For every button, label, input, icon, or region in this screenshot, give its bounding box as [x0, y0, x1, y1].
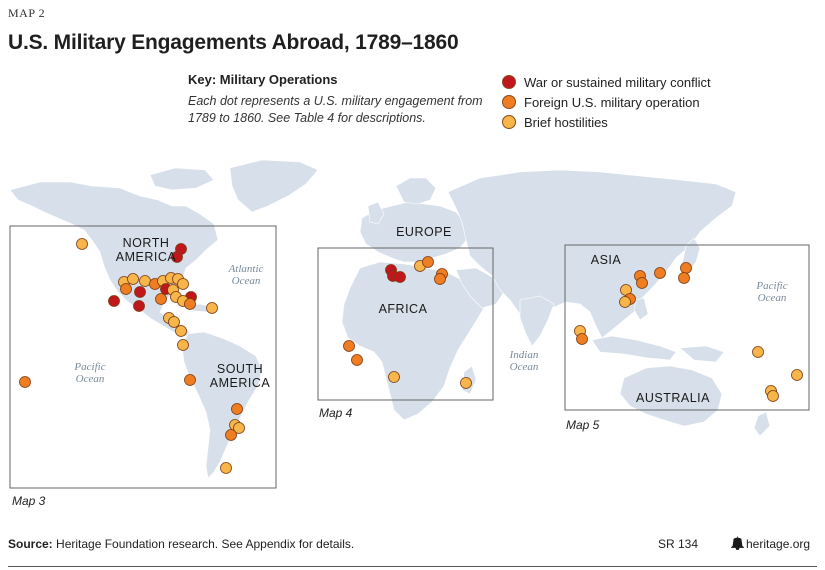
- engagement-dot: [233, 422, 245, 434]
- philippines: [633, 297, 649, 321]
- land-masses: [9, 159, 771, 479]
- engagement-dot: [220, 462, 232, 474]
- engagement-dot: [678, 272, 690, 284]
- liberty-bell-icon: [731, 536, 744, 550]
- engagement-dot: [394, 271, 406, 283]
- inset-label-map5: Map 5: [566, 418, 600, 432]
- page-title: U.S. Military Engagements Abroad, 1789–1…: [8, 31, 459, 54]
- legend-item-brief-hostilities: Brief hostilities: [502, 112, 608, 132]
- southeast-asia-islands: [591, 335, 677, 361]
- engagement-dot: [225, 429, 237, 441]
- legend-item-war: War or sustained military conflict: [502, 72, 711, 92]
- inset-label-map3: Map 3: [12, 494, 46, 508]
- ocean-label-pacific-west: Pacific Ocean: [74, 361, 106, 385]
- source-text: Heritage Foundation research. See Append…: [52, 537, 355, 551]
- engagement-dot: [654, 267, 666, 279]
- region-label-north-america-text: NORTH AMERICA: [115, 236, 177, 264]
- region-label-asia: ASIA: [590, 253, 622, 267]
- engagement-dot: [177, 278, 189, 290]
- greenland: [229, 159, 319, 213]
- engagement-dot: [139, 275, 151, 287]
- engagement-dot: [767, 390, 779, 402]
- inset-box-map3: [9, 225, 277, 489]
- map-number-label: MAP 2: [8, 6, 46, 20]
- engagement-dot: [680, 262, 692, 274]
- site-link[interactable]: heritage.org: [746, 537, 811, 551]
- world-map: [9, 159, 810, 489]
- source-note: Source: Heritage Foundation research. Se…: [8, 537, 354, 551]
- region-label-australia: AUSTRALIA: [636, 391, 710, 405]
- ocean-label-pacific-east: Pacific Ocean: [756, 280, 788, 304]
- engagement-dot: [388, 371, 400, 383]
- legend-label-war: War or sustained military conflict: [524, 74, 711, 90]
- engagement-dot: [120, 283, 132, 295]
- australia: [619, 365, 723, 427]
- engagement-dot: [175, 325, 187, 337]
- key-description: Each dot represents a U.S. military enga…: [188, 94, 483, 125]
- engagement-dot: [422, 256, 434, 268]
- engagement-dot: [791, 369, 803, 381]
- engagement-dot: [19, 376, 31, 388]
- ocean-label-atlantic: Atlantic Ocean: [228, 263, 264, 287]
- engagement-dot: [343, 340, 355, 352]
- engagement-dot: [351, 354, 363, 366]
- engagement-dot: [184, 298, 196, 310]
- new-zealand: [753, 411, 771, 437]
- region-label-south-america: SOUTH AMERICA: [200, 362, 280, 390]
- inset-box-map4: [317, 247, 494, 401]
- engagement-dot: [231, 403, 243, 415]
- footer-rule: [8, 566, 817, 567]
- scandinavia: [395, 177, 437, 205]
- key-title: Key: Military Operations: [188, 72, 338, 87]
- engagement-dot: [434, 273, 446, 285]
- new-guinea: [679, 345, 725, 363]
- engagement-dot: [619, 296, 631, 308]
- engagement-dot: [133, 300, 145, 312]
- legend-item-foreign-operation: Foreign U.S. military operation: [502, 92, 700, 112]
- region-label-europe: EUROPE: [396, 225, 452, 239]
- engagement-dot: [108, 295, 120, 307]
- region-label-north-america: NORTH AMERICA: [106, 236, 186, 264]
- south-america: [181, 331, 263, 479]
- engagement-dot: [184, 374, 196, 386]
- engagement-dot: [752, 346, 764, 358]
- engagement-dot: [177, 339, 189, 351]
- engagement-dot: [155, 293, 167, 305]
- arabia: [455, 267, 505, 309]
- engagement-dot: [636, 277, 648, 289]
- engagement-dot: [127, 273, 139, 285]
- india: [519, 295, 555, 347]
- engagement-dots: [19, 238, 803, 474]
- legend-dot-war-icon: [502, 75, 516, 89]
- region-label-africa: AFRICA: [378, 302, 428, 316]
- report-code: SR 134: [658, 537, 699, 551]
- africa: [341, 261, 487, 421]
- engagement-dot: [206, 302, 218, 314]
- engagement-dot: [576, 333, 588, 345]
- engagement-dot: [171, 251, 183, 263]
- legend-label-brief-hostilities: Brief hostilities: [524, 114, 608, 130]
- inset-box-map5: [564, 244, 810, 411]
- arctic-islands: [149, 167, 215, 191]
- source-label: Source:: [8, 537, 53, 551]
- ocean-label-indian: Indian Ocean: [509, 349, 539, 373]
- british-isles: [367, 201, 385, 225]
- engagement-dot: [168, 316, 180, 328]
- engagement-dot: [134, 286, 146, 298]
- region-label-south-america-text: SOUTH AMERICA: [209, 362, 271, 390]
- legend-dot-brief-icon: [502, 115, 516, 129]
- inset-label-map4: Map 4: [319, 406, 353, 420]
- legend-label-foreign-operation: Foreign U.S. military operation: [524, 94, 700, 110]
- engagement-dot: [76, 238, 88, 250]
- engagement-dot: [460, 377, 472, 389]
- legend-dot-foreign-icon: [502, 95, 516, 109]
